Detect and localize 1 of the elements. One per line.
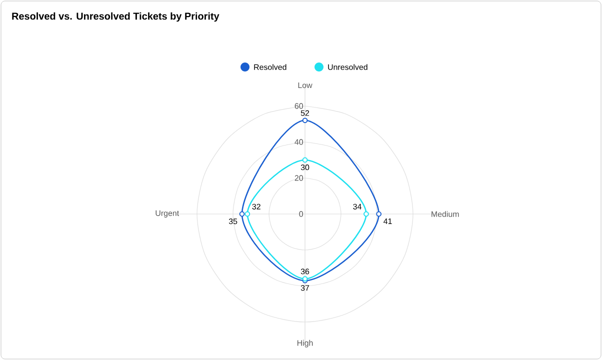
chart-title: Resolved vs. Unresolved Tickets by Priority <box>12 12 220 22</box>
